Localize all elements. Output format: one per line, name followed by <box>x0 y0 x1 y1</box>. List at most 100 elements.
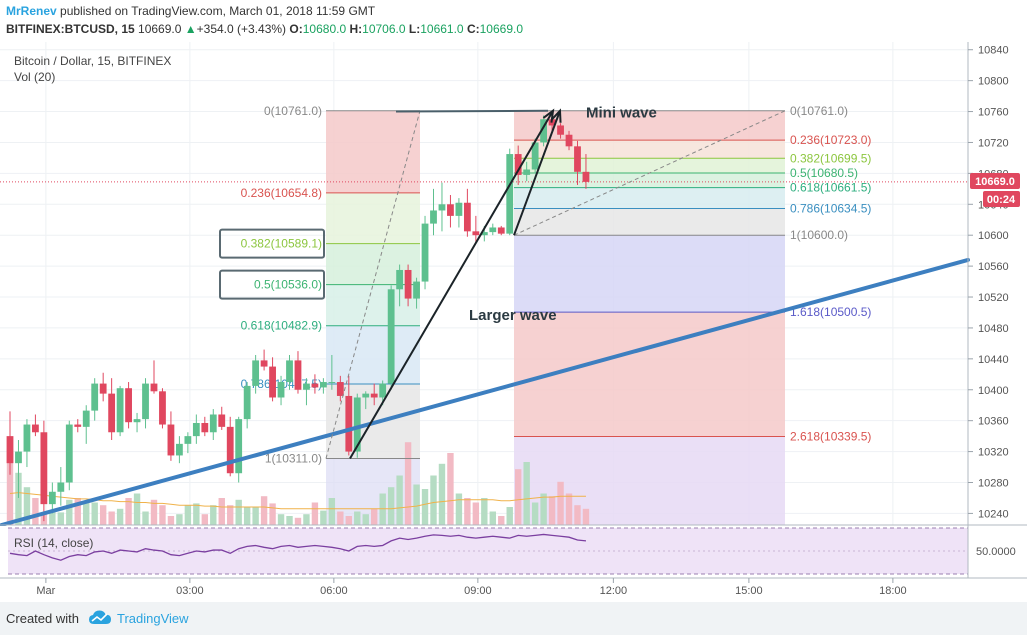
candle-body <box>142 383 149 420</box>
rsi-label: RSI (14, close) <box>14 536 93 550</box>
chart-area[interactable]: 0(10761.0) 0.236(10654.8) 0.382(10589.1) 0.… <box>0 42 1027 602</box>
price-tick-label: 10760 <box>978 107 1009 119</box>
author-name[interactable]: MrRenev <box>6 4 57 18</box>
fib-label-left: 0(10761.0) <box>264 104 322 118</box>
price-tick-label: 10320 <box>978 447 1009 459</box>
volume-bar <box>269 503 276 525</box>
publish-line: MrRenev published on TradingView.com, Ma… <box>6 4 375 18</box>
volume-bar <box>396 475 403 525</box>
volume-bar <box>498 516 505 525</box>
candle-body <box>6 436 14 464</box>
volume-bar <box>15 472 22 525</box>
fib-label-left: 0.382(10589.1) <box>241 237 322 251</box>
volume-bar <box>6 448 14 525</box>
bar-countdown: 00:24 <box>987 194 1016 206</box>
price-pane[interactable] <box>0 42 968 525</box>
fib-lines: 0(10761.0) 0.236(10654.8) 0.382(10589.1) 0.… <box>0 104 968 466</box>
volume-bar <box>515 469 522 525</box>
price-axis[interactable]: 1084010800107601072010680106401060010560… <box>968 45 1009 521</box>
volume-bar <box>320 510 327 525</box>
price-tick-label: 10560 <box>978 261 1009 273</box>
fib-zone-right <box>514 187 785 209</box>
candle-body <box>286 360 293 383</box>
fib-label-left: 0.5(10536.0) <box>254 278 322 292</box>
ohlc-line: BITFINEX:BTCUSD, 15 10669.0 ▲+354.0 (+3.… <box>6 22 523 36</box>
candle-body <box>480 232 488 236</box>
volume-bar <box>159 505 166 525</box>
volume-bar <box>286 516 293 525</box>
close-label: C: <box>466 22 480 36</box>
time-axis[interactable]: Mar 03:00 06:00 09:00 12:00 15:00 18:00 <box>36 578 907 597</box>
fib-zone-right <box>514 235 785 313</box>
volume-bar <box>303 514 310 525</box>
drawings: Mini wave Larger wave <box>0 105 970 527</box>
candle-body <box>243 385 251 420</box>
volume-bar <box>210 505 217 525</box>
fib-zone-left <box>326 110 420 193</box>
volume-bar <box>337 511 344 525</box>
last-price-tag: 10669.0 00:24 <box>970 173 1020 207</box>
time-tick-label: 18:00 <box>879 585 907 597</box>
volume-bar <box>371 508 378 525</box>
candle-body <box>235 419 243 474</box>
candle-body <box>23 424 31 452</box>
candle-body <box>303 383 310 390</box>
candle-body <box>438 204 446 211</box>
candle-body <box>48 491 56 505</box>
candle-body <box>497 227 505 234</box>
rsi-axis-tick: 50.0000 <box>976 546 1016 558</box>
candle-body <box>531 142 539 170</box>
candle-body <box>159 391 166 425</box>
volume-bar <box>447 453 454 525</box>
header-bar: MrRenev published on TradingView.com, Ma… <box>0 0 1027 42</box>
mini-wave-arrow-shaft <box>513 110 561 236</box>
time-tick-label: 09:00 <box>464 585 492 597</box>
volume-bar <box>227 505 234 525</box>
created-with-text: Created with <box>6 611 79 626</box>
time-tick-label: 06:00 <box>320 585 348 597</box>
candle-body <box>514 154 522 175</box>
volume-bar <box>489 511 496 525</box>
candle-body <box>65 424 73 483</box>
candle-body <box>319 382 327 388</box>
trendline <box>0 257 970 527</box>
high-value: 10706.0 <box>362 22 406 36</box>
volume-bar <box>362 514 369 525</box>
tradingview-cloud-icon[interactable] <box>88 608 112 628</box>
candle-body <box>345 395 353 452</box>
volume-bar <box>150 499 158 525</box>
volume-bar <box>354 511 361 525</box>
fib-diagonal-right <box>513 110 786 236</box>
tradingview-brand[interactable]: TradingView <box>117 611 189 626</box>
fib-zone-left <box>326 325 420 384</box>
candle-body <box>379 383 387 398</box>
candle-body <box>82 410 90 427</box>
fib-zone-right <box>514 312 785 437</box>
price-tick-label: 10240 <box>978 508 1009 520</box>
candle-body <box>540 119 548 143</box>
fib-label-left: 0.618(10482.9) <box>241 319 322 333</box>
fib-label-left: 1(10311.0) <box>265 452 322 466</box>
fib-label-right: 1(10600.0) <box>790 228 848 242</box>
volume-bar <box>116 508 124 525</box>
candle-body <box>353 397 361 452</box>
chart-canvas[interactable]: 0(10761.0) 0.236(10654.8) 0.382(10589.1) 0.… <box>0 42 1027 602</box>
volume-bar <box>481 498 488 525</box>
volume-bar <box>23 487 31 525</box>
candle-body <box>252 360 260 386</box>
volume-bar <box>201 514 209 525</box>
footer-bar: Created with TradingView <box>0 602 1027 635</box>
price-tick-label: 10480 <box>978 323 1009 335</box>
volume-bar <box>430 475 437 525</box>
candle-body <box>582 171 590 182</box>
fib-label-right: 0.382(10699.5) <box>790 151 871 165</box>
candle-body <box>387 289 395 384</box>
fib-label-right: 0.786(10634.5) <box>790 202 871 216</box>
candle-body <box>218 414 226 427</box>
candle-body <box>565 134 573 147</box>
fib-highlight-box <box>219 269 325 300</box>
time-tick-label: 03:00 <box>176 585 204 597</box>
volume-bar <box>421 489 429 525</box>
volume-bar <box>66 499 73 525</box>
candle-body <box>209 414 217 433</box>
